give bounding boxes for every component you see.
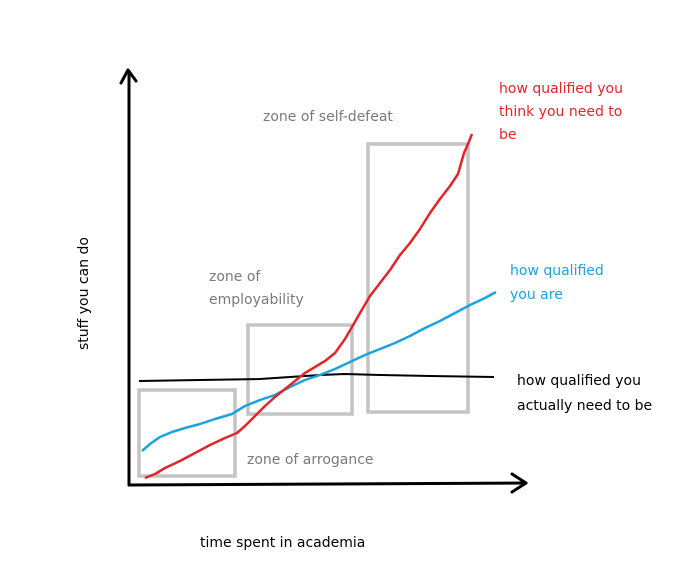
- x-axis: [127, 481, 528, 487]
- perceived-need-label-line3: be: [499, 127, 517, 143]
- actual-qualification-line: [141, 290, 497, 452]
- perceived-need-label-line2: think you need to: [499, 104, 622, 120]
- zone-employability-box: [246, 323, 354, 416]
- zone-self-defeat-box: [366, 142, 470, 414]
- zone-employability-label-line2: employability: [209, 292, 304, 308]
- actual-qualification-label-line1: how qualified: [510, 263, 604, 279]
- x-axis-arrowhead: [510, 472, 528, 494]
- zone-self-defeat-label: zone of self-defeat: [263, 109, 393, 125]
- perceived-need-label-line1: how qualified you: [499, 81, 623, 97]
- zone-employability-label-line1: zone of: [209, 269, 261, 285]
- y-axis-arrowhead: [119, 68, 138, 85]
- actual-need-label-line1: how qualified you: [517, 373, 641, 389]
- y-axis-label: stuff you can do: [76, 237, 92, 350]
- x-axis-label: time spent in academia: [200, 535, 365, 551]
- actual-qualification-label-line2: you are: [510, 287, 563, 303]
- zone-arrogance-box: [137, 388, 237, 478]
- zone-arrogance-label: zone of arrogance: [247, 452, 374, 468]
- actual-need-label-line2: actually need to be: [517, 398, 652, 414]
- actual-need-line: [138, 372, 495, 382]
- perceived-need-line: [144, 133, 474, 480]
